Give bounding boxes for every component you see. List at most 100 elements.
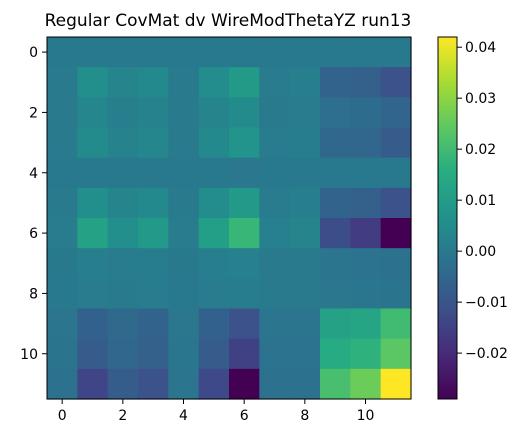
heatmap-cell: [350, 338, 382, 370]
heatmap-cell: [380, 97, 412, 129]
heatmap-cell: [259, 67, 291, 98]
heatmap-cell: [107, 248, 139, 279]
heatmap-cell: [259, 97, 291, 129]
heatmap-cell: [229, 157, 260, 189]
heatmap-cell: [320, 338, 351, 370]
x-axis: 0 2 4 6 8 10: [58, 399, 375, 424]
colorbar: 0.04 0.03 0.02 0.01 0.00 −0.01 −0.02: [437, 36, 508, 400]
heatmap-cell: [77, 248, 109, 279]
heatmap-cell: [350, 308, 382, 340]
heatmap-cell: [107, 37, 139, 68]
heatmap-cell: [198, 97, 230, 129]
heatmap-cell: [289, 248, 321, 279]
heatmap-cell: [380, 187, 412, 219]
heatmap-cell: [107, 187, 139, 219]
heatmap-cell: [198, 37, 230, 68]
x-tick-label: 0: [58, 408, 67, 424]
heatmap-cell: [77, 278, 109, 310]
heatmap-cell: [350, 127, 382, 159]
heatmap-cell: [198, 248, 230, 279]
heatmap-cell: [198, 338, 230, 370]
heatmap-cell: [168, 97, 200, 129]
heatmap-cell: [380, 248, 412, 279]
heatmap-cell: [77, 218, 109, 249]
heatmap-cell: [320, 127, 351, 159]
colorbar-tick-label: 0.01: [465, 193, 496, 209]
heatmap-cell: [47, 37, 78, 68]
heatmap-cell: [380, 218, 412, 249]
heatmap-cell: [380, 157, 412, 189]
heatmap-cell: [350, 187, 382, 219]
heatmap-cell: [289, 157, 321, 189]
heatmap-cell: [259, 37, 291, 68]
y-tick-label: 10: [20, 347, 38, 363]
heatmap-cell: [47, 157, 78, 189]
heatmap-cell: [320, 278, 351, 310]
heatmap-cell: [380, 368, 412, 400]
heatmap-cell: [289, 127, 321, 159]
y-axis: 0 2 4 6 8 10: [20, 45, 47, 363]
heatmap-cell: [259, 368, 291, 400]
x-tick-label: 8: [300, 408, 309, 424]
heatmap-cell: [229, 97, 260, 129]
colorbar-tick-label: 0.04: [465, 40, 496, 56]
heatmap-cell: [168, 368, 200, 400]
heatmap-cell: [138, 157, 169, 189]
chart-title: Regular CovMat dv WireModThetaYZ run13: [45, 11, 412, 31]
heatmap-cell: [138, 338, 169, 370]
heatmap-cell: [350, 67, 382, 98]
heatmap-cell: [289, 187, 321, 219]
heatmap-cell: [380, 308, 412, 340]
heatmap-cell: [77, 97, 109, 129]
y-tick-label: 0: [29, 45, 38, 61]
heatmap-cell: [138, 37, 169, 68]
heatmap-cell: [77, 37, 109, 68]
heatmap-cell: [229, 127, 260, 159]
heatmap-cell: [168, 157, 200, 189]
heatmap-cell: [350, 218, 382, 249]
heatmap-cell: [77, 308, 109, 340]
heatmap-cell: [289, 278, 321, 310]
colorbar-tick-label: 0.03: [465, 91, 496, 107]
heatmap-cell: [350, 368, 382, 400]
heatmap-cell: [138, 187, 169, 219]
heatmap-cell: [320, 248, 351, 279]
heatmap-cell: [229, 187, 260, 219]
heatmap-cell: [259, 187, 291, 219]
x-tick-label: 10: [357, 408, 375, 424]
heatmap-cell: [229, 37, 260, 68]
heatmap-cell: [138, 278, 169, 310]
heatmap-cell: [229, 278, 260, 310]
heatmap-cell: [320, 368, 351, 400]
heatmap-cell: [380, 338, 412, 370]
heatmap-cell: [168, 218, 200, 249]
heatmap-cell: [320, 218, 351, 249]
heatmap-cell: [47, 248, 78, 279]
heatmap-cell: [289, 368, 321, 400]
heatmap-cell: [138, 97, 169, 129]
colorbar-tick-label: 0.02: [465, 142, 496, 158]
heatmap-cell: [198, 368, 230, 400]
heatmap-cell: [47, 278, 78, 310]
x-tick-label: 4: [179, 408, 188, 424]
heatmap-cell: [47, 187, 78, 219]
heatmap-cell: [168, 37, 200, 68]
heatmap-cell: [47, 368, 78, 400]
heatmap-cell: [138, 368, 169, 400]
heatmap-cell: [168, 187, 200, 219]
heatmap-cell: [198, 278, 230, 310]
heatmap-cell: [168, 248, 200, 279]
heatmap-cell: [198, 67, 230, 98]
heatmap-cell: [380, 37, 412, 68]
heatmap-cell: [138, 248, 169, 279]
heatmap-cell: [350, 37, 382, 68]
heatmap-cell: [229, 218, 260, 249]
colorbar-tick-label: 0.00: [465, 244, 496, 260]
heatmap-cell: [107, 157, 139, 189]
heatmap-cell: [350, 278, 382, 310]
heatmap-cell: [320, 187, 351, 219]
heatmap-cell: [47, 127, 78, 159]
heatmap-cell: [168, 67, 200, 98]
heatmap-cell: [47, 67, 78, 98]
